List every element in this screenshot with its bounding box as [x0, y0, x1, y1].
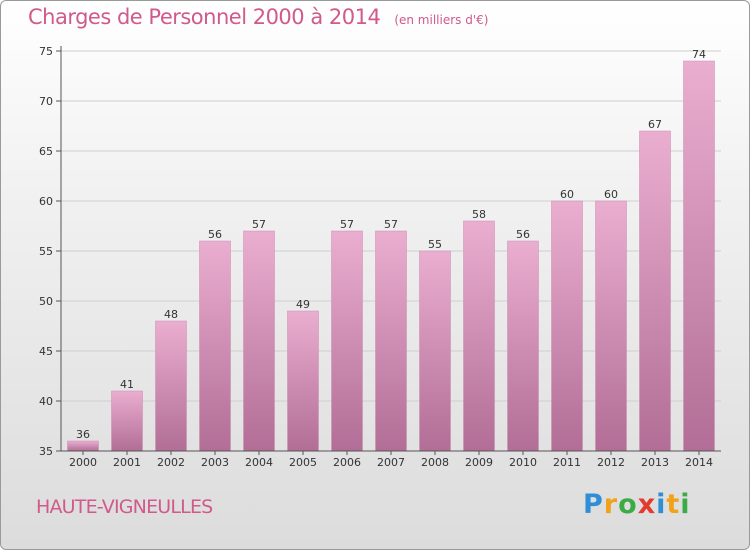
- logo-letter: x: [637, 489, 657, 520]
- x-tick-label: 2007: [377, 456, 405, 469]
- chart-subtitle: (en milliers d'€): [394, 13, 489, 27]
- bar: [111, 390, 143, 452]
- x-tick-label: 2005: [289, 456, 317, 469]
- data-label: 55: [428, 238, 442, 251]
- y-tick-label: 75: [39, 45, 53, 58]
- x-tick-label: 2002: [157, 456, 185, 469]
- axis-layer: 35 40 45 50 55 60 65 70 75 2000 2001 2002 2003 2004 20…: [39, 45, 721, 469]
- y-tick-label: 45: [39, 345, 53, 358]
- x-tick-label: 2000: [69, 456, 97, 469]
- x-tick-label: 2006: [333, 456, 361, 469]
- logo-letter: i: [680, 489, 691, 520]
- y-tick-label: 50: [39, 295, 53, 308]
- x-tick-label: 2011: [553, 456, 581, 469]
- y-tick-label: 65: [39, 145, 53, 158]
- bar: [287, 310, 319, 452]
- x-tick-label: 2003: [201, 456, 229, 469]
- bar: [243, 230, 275, 452]
- proxiti-logo: Proxiti: [583, 489, 691, 520]
- data-label: 60: [604, 188, 618, 201]
- bar: [419, 250, 451, 452]
- x-tick-label: 2010: [509, 456, 537, 469]
- bar: [595, 200, 627, 452]
- data-label: 67: [648, 118, 662, 131]
- data-label: 48: [164, 308, 178, 321]
- bar: [331, 230, 363, 452]
- title-text: Charges de Personnel 2000 à 2014: [28, 5, 381, 29]
- bar: [507, 240, 539, 452]
- x-tick-label: 2009: [465, 456, 493, 469]
- x-tick-label: 2001: [113, 456, 141, 469]
- data-label: 74: [692, 48, 706, 61]
- data-label: 57: [252, 218, 266, 231]
- bar: [463, 220, 495, 452]
- data-label: 57: [384, 218, 398, 231]
- y-tick-label: 35: [39, 445, 53, 458]
- y-tick-label: 70: [39, 95, 53, 108]
- logo-letter: P: [583, 489, 604, 520]
- data-label: 49: [296, 298, 310, 311]
- x-tick-label: 2014: [685, 456, 713, 469]
- y-tick-label: 55: [39, 245, 53, 258]
- logo-letter: o: [618, 489, 638, 520]
- chart-title: Charges de Personnel 2000 à 2014 (en mill…: [28, 5, 488, 29]
- bar: [375, 230, 407, 452]
- data-label: 56: [208, 228, 222, 241]
- data-label: 41: [120, 378, 134, 391]
- bar: [67, 440, 99, 452]
- data-label: 56: [516, 228, 530, 241]
- data-label: 60: [560, 188, 574, 201]
- bar: [551, 200, 583, 452]
- x-tick-label: 2013: [641, 456, 669, 469]
- logo-letter: i: [656, 489, 667, 520]
- logo-letter: t: [666, 489, 681, 520]
- data-label: 57: [340, 218, 354, 231]
- logo-letter: r: [603, 489, 619, 520]
- bar: [683, 60, 715, 452]
- x-tick-label: 2012: [597, 456, 625, 469]
- x-tick-label: 2008: [421, 456, 449, 469]
- commune-name: HAUTE-VIGNEULLES: [36, 496, 213, 518]
- data-label: 58: [472, 208, 486, 221]
- bar: [155, 320, 187, 452]
- x-tick-label: 2004: [245, 456, 273, 469]
- bar-layer: 36 41 48 56 57 49 57 57 55 58 56 60 60 67 74: [67, 48, 715, 452]
- y-tick-label: 60: [39, 195, 53, 208]
- data-label: 36: [76, 428, 90, 441]
- bar: [639, 130, 671, 452]
- y-tick-label: 40: [39, 395, 53, 408]
- bar: [199, 240, 231, 452]
